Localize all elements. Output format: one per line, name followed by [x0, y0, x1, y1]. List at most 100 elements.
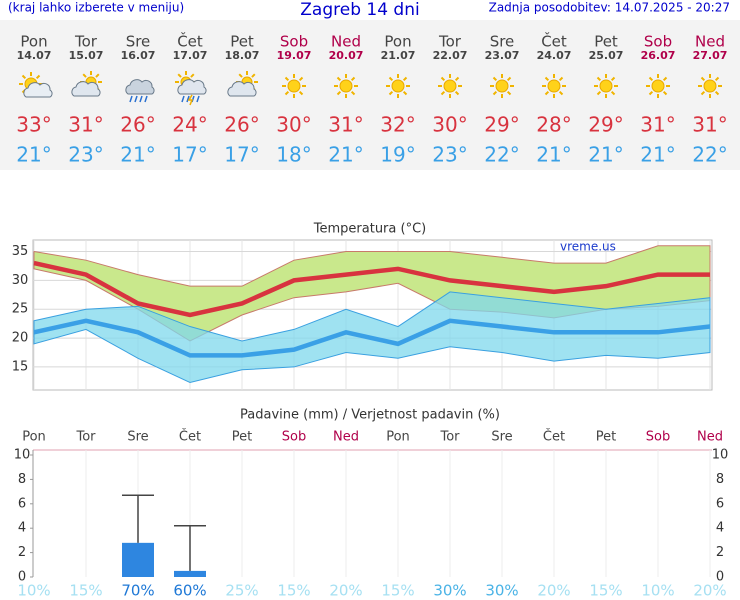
- rain-drop: [196, 95, 200, 103]
- max-temp: 31°: [692, 113, 727, 137]
- probability-label: 20%: [329, 582, 362, 600]
- day-date: 23.07: [485, 49, 520, 62]
- day-name: Ned: [695, 33, 725, 51]
- probability-label: 70%: [121, 582, 154, 600]
- probability-label: 15%: [381, 582, 414, 600]
- sun-ray: [648, 90, 654, 96]
- cloud: [177, 79, 207, 95]
- day-name: Pet: [230, 33, 254, 51]
- max-temp: 24°: [172, 113, 207, 137]
- weather-icon: [386, 74, 410, 98]
- sun: [495, 79, 509, 93]
- sun-ray: [95, 73, 100, 78]
- sun-ray: [388, 90, 394, 96]
- weather-icon: [227, 71, 258, 97]
- weather-icon: [646, 74, 670, 98]
- y-tick-label: 4: [18, 521, 26, 536]
- sun: [287, 79, 301, 93]
- min-temp: 23°: [432, 143, 467, 167]
- cloud: [71, 81, 101, 97]
- x-tick-label: Pon: [386, 430, 410, 445]
- probability-label: 20%: [693, 582, 726, 600]
- min-temp: 18°: [276, 143, 311, 167]
- weather-icon: [19, 72, 53, 98]
- day-date: 22.07: [433, 49, 468, 62]
- x-tick-label: Tor: [75, 430, 96, 445]
- max-temp: 32°: [380, 113, 415, 137]
- day-name: Čet: [177, 32, 203, 51]
- sun-ray: [350, 76, 356, 82]
- y-tick-label: 6: [18, 496, 26, 511]
- header-background: [0, 0, 740, 20]
- sun-ray: [648, 76, 654, 82]
- sun-ray: [454, 90, 460, 96]
- sun-ray: [402, 76, 408, 82]
- y2-tick-label: 8: [716, 472, 724, 487]
- sun-ray: [82, 73, 87, 78]
- probability-label: 15%: [69, 582, 102, 600]
- sun-ray: [492, 76, 498, 82]
- min-temp: 19°: [380, 143, 415, 167]
- sun-ray: [596, 90, 602, 96]
- sun-ray: [454, 76, 460, 82]
- weather-icon: [125, 79, 155, 103]
- sun-ray: [350, 90, 356, 96]
- weather-icon: [438, 74, 462, 98]
- y-tick-label: 10: [14, 448, 31, 463]
- header-note[interactable]: (kraj lahko izberete v meniju): [8, 1, 184, 15]
- temperature-line: [33, 260, 710, 318]
- min-temp: 22°: [692, 143, 727, 167]
- lightning: [187, 94, 194, 106]
- header-updated: Zadnja posodobitev: 14.07.2025 - 20:27: [489, 1, 730, 15]
- rain-drop: [139, 95, 143, 103]
- max-temp: 30°: [432, 113, 467, 137]
- y-tick-label: 8: [18, 472, 26, 487]
- x-tick-label: Sob: [646, 430, 670, 445]
- y2-tick-label: 0: [716, 570, 724, 585]
- sun-ray: [544, 90, 550, 96]
- sun-ray: [544, 76, 550, 82]
- header-title: Zagreb 14 dni: [300, 0, 419, 20]
- day-name: Sob: [280, 33, 308, 51]
- y-tick-label: 30: [12, 273, 29, 288]
- x-tick-label: Čet: [543, 429, 565, 445]
- sun-ray: [238, 73, 243, 78]
- chart-title: Temperatura (°C): [313, 222, 426, 237]
- weather-icon: [490, 74, 514, 98]
- sun-ray: [21, 74, 27, 80]
- sun: [599, 79, 613, 93]
- sun: [339, 79, 353, 93]
- cloud: [23, 82, 53, 98]
- day-date: 25.07: [589, 49, 624, 62]
- min-temp: 22°: [484, 143, 519, 167]
- sun-ray: [251, 73, 256, 78]
- bar: [122, 542, 154, 577]
- bar: [174, 570, 206, 577]
- x-tick-label: Pet: [232, 430, 252, 445]
- sun-ray: [336, 76, 342, 82]
- min-temp: 21°: [536, 143, 571, 167]
- sun-ray: [714, 90, 720, 96]
- sun-ray: [492, 90, 498, 96]
- sun-ray: [700, 90, 706, 96]
- probability-label: 10%: [17, 582, 50, 600]
- probability-label: 15%: [277, 582, 310, 600]
- day-date: 19.07: [277, 49, 312, 62]
- day-name: Tor: [74, 33, 98, 51]
- rain-drop: [186, 95, 190, 103]
- sun-ray: [190, 73, 195, 78]
- min-temp: 21°: [328, 143, 363, 167]
- y2-tick-label: 2: [716, 545, 724, 560]
- rain-drop: [181, 95, 185, 103]
- x-tick-label: Sre: [491, 430, 512, 445]
- probability-label: 15%: [589, 582, 622, 600]
- sun-ray: [558, 90, 564, 96]
- day-date: 15.07: [69, 49, 104, 62]
- y2-tick-label: 4: [716, 521, 724, 536]
- temperature-line: [33, 318, 711, 358]
- y-tick-label: 15: [12, 359, 29, 374]
- probability-label: 30%: [485, 582, 518, 600]
- max-temp: 29°: [484, 113, 519, 137]
- max-temp: 26°: [224, 113, 259, 137]
